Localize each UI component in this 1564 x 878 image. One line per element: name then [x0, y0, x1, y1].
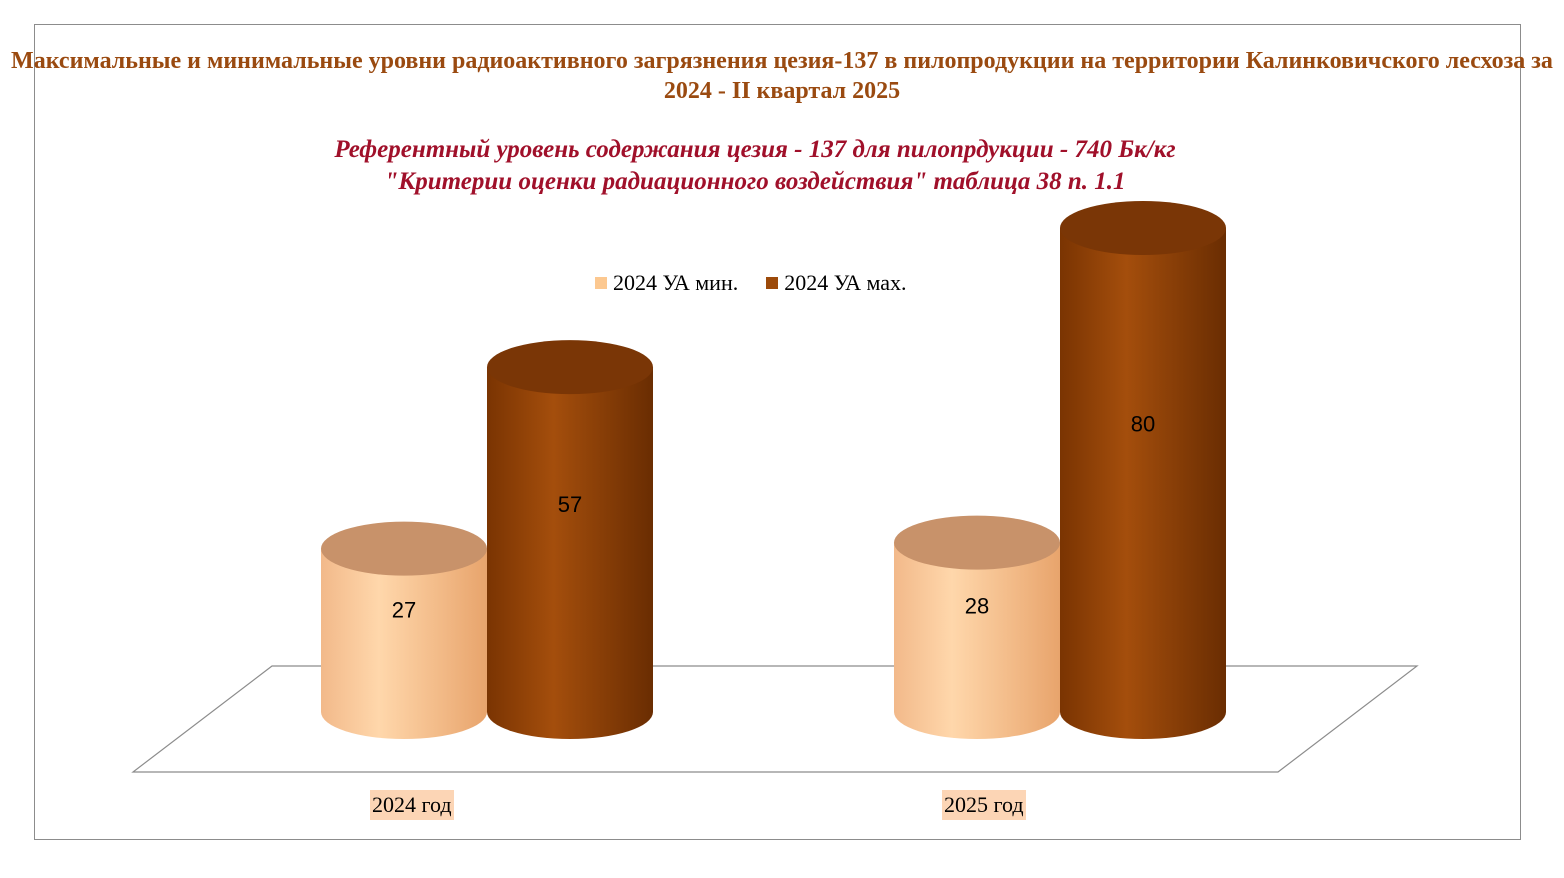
legend: 2024 УА мин. 2024 УА мах. [595, 270, 935, 296]
bar-top-max-0 [487, 340, 653, 395]
chart-title: Максимальные и минимальные уровни радиоа… [11, 48, 1553, 104]
category-label-2024: 2024 год [370, 790, 454, 820]
bar-min-1: 28 [894, 515, 1060, 739]
data-label-max-1: 80 [1131, 411, 1155, 436]
bar-top-min-1 [894, 515, 1060, 570]
legend-label-max: 2024 УА мах. [784, 270, 907, 295]
bar-body-min-1 [894, 542, 1060, 739]
subtitle-line-2: "Критерии оценки радиационного воздейств… [384, 168, 1126, 195]
bar-max-1: 80 [1060, 201, 1226, 739]
bar-body-max-0 [487, 367, 653, 739]
bar-max-0: 57 [487, 340, 653, 739]
legend-label-min: 2024 УА мин. [613, 270, 739, 295]
subtitle-line-1: Референтный уровень содержания цезия - 1… [334, 136, 1176, 163]
chart-subtitle: Референтный уровень содержания цезия - 1… [0, 134, 1510, 198]
data-label-max-0: 57 [558, 492, 582, 517]
legend-item-max: 2024 УА мах. [766, 270, 907, 296]
data-label-min-1: 28 [965, 594, 989, 619]
legend-swatch-max [766, 277, 779, 289]
bar-min-0: 27 [321, 521, 487, 739]
legend-item-min: 2024 УА мин. [595, 270, 738, 296]
bar-body-max-1 [1060, 228, 1226, 739]
bar-top-max-1 [1060, 201, 1226, 255]
legend-swatch-min [595, 277, 607, 289]
bar-top-min-0 [321, 521, 487, 576]
category-label-2025: 2025 год [942, 790, 1026, 820]
bar-body-min-0 [321, 548, 487, 739]
data-label-min-0: 27 [392, 597, 416, 622]
